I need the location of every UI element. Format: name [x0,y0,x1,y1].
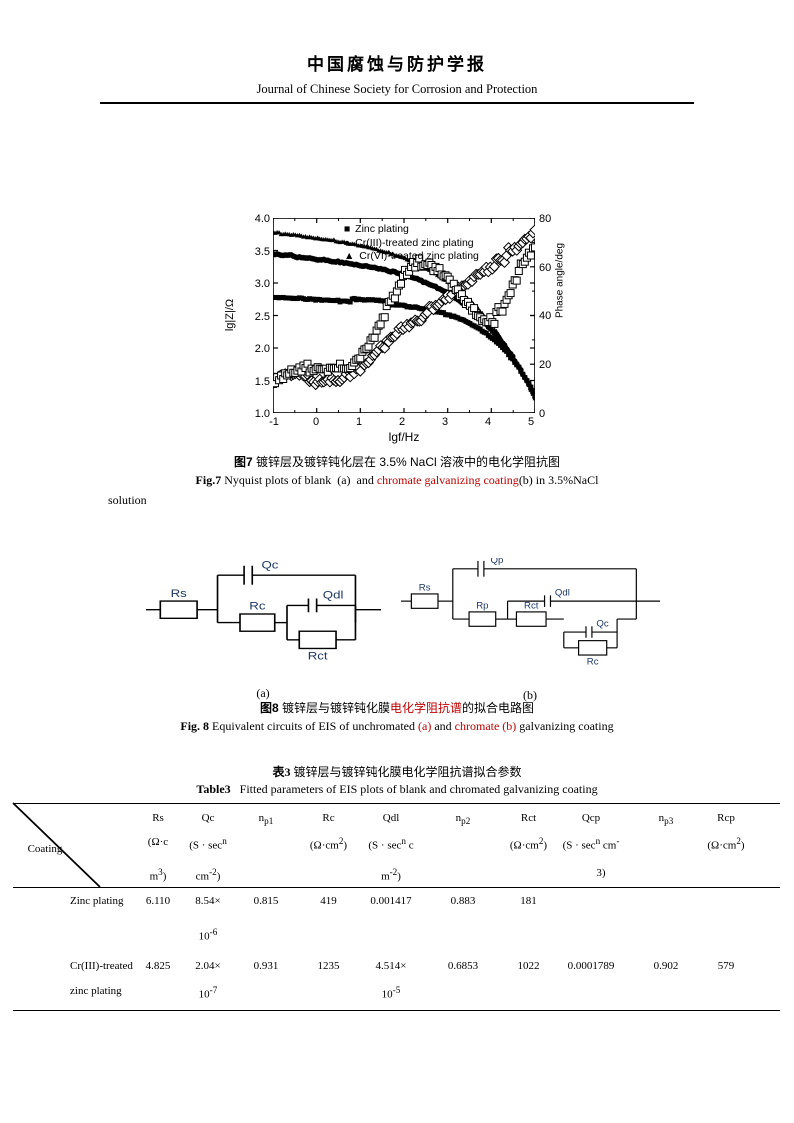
svg-text:Qdl: Qdl [555,587,570,598]
svg-text:Rs: Rs [171,587,187,600]
svg-text:Rs: Rs [419,582,431,593]
svg-text:Rc: Rc [249,600,265,613]
svg-text:Qp: Qp [491,558,504,566]
svg-text:Qc: Qc [596,618,609,629]
svg-text:Qc: Qc [261,558,278,571]
svg-text:Rc: Rc [587,656,599,667]
svg-text:Qdl: Qdl [323,588,344,601]
svg-text:Rp: Rp [476,600,488,611]
svg-text:Rct: Rct [524,600,539,611]
svg-text:Rct: Rct [308,650,329,663]
